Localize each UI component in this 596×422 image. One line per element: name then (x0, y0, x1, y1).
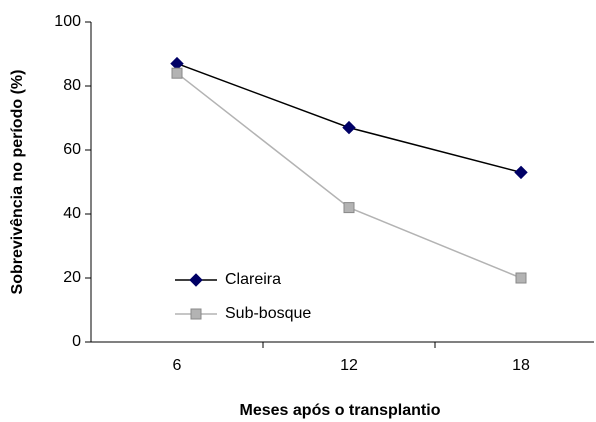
x-axis-title: Meses após o transplantio (240, 402, 441, 419)
data-point (343, 202, 355, 214)
y-tick-label: 60 (63, 141, 81, 158)
y-tick-label: 20 (63, 269, 81, 286)
y-axis-title: Sobrevivência no período (%) (9, 70, 26, 295)
y-tick-label: 40 (63, 205, 81, 222)
legend-marker (190, 308, 202, 320)
y-tick-label: 0 (72, 333, 81, 350)
series-line (176, 72, 522, 279)
legend-label: Clareira (225, 271, 281, 288)
data-point (171, 67, 183, 79)
series-line (176, 62, 522, 174)
x-tick-label: 18 (512, 357, 530, 374)
x-tick-label: 12 (340, 357, 358, 374)
data-point (342, 120, 356, 135)
legend-label: Sub-bosque (225, 305, 311, 322)
data-point (514, 165, 528, 180)
data-point (515, 272, 527, 284)
y-tick-label: 100 (54, 13, 81, 30)
legend-marker (189, 273, 203, 287)
x-tick-label: 6 (173, 357, 182, 374)
y-tick-label: 80 (63, 77, 81, 94)
